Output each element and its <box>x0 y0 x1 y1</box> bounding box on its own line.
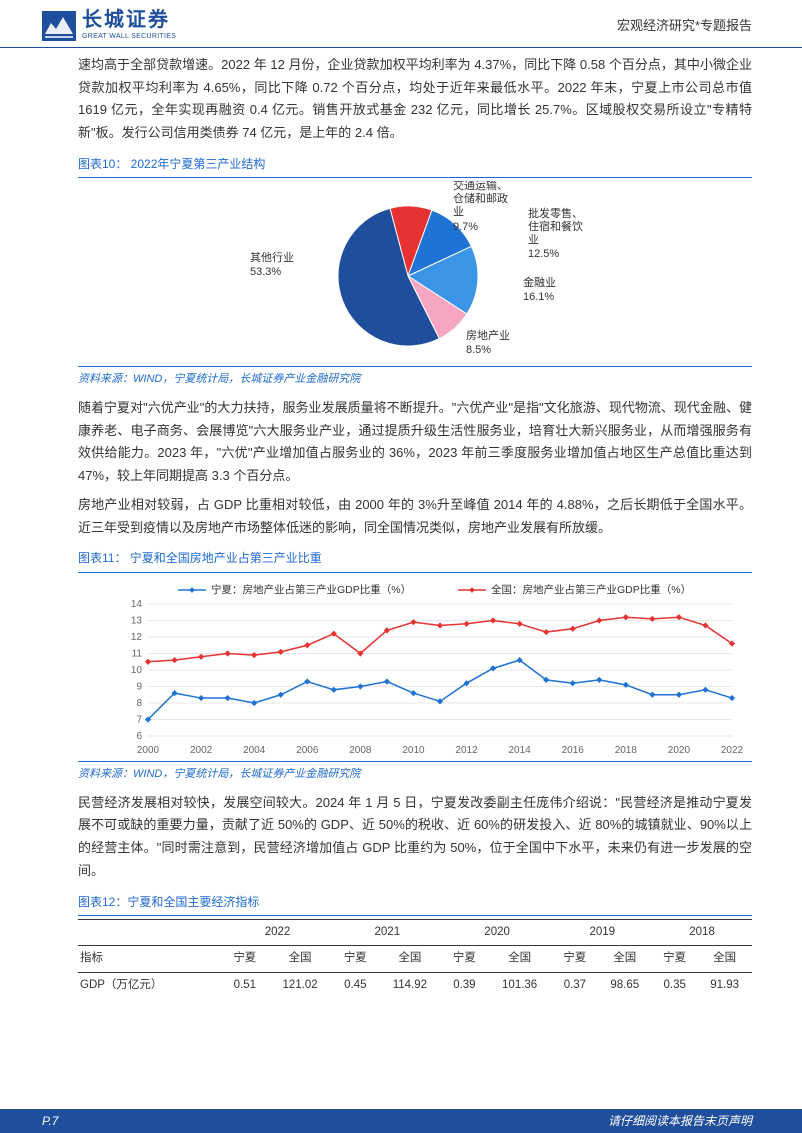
header-category: 宏观经济研究*专题报告 <box>617 15 752 37</box>
svg-text:2000: 2000 <box>137 745 160 756</box>
svg-text:仓储和邮政: 仓储和邮政 <box>453 191 508 205</box>
page-footer: P.7 请仔细阅读本报告末页声明 <box>0 1109 802 1133</box>
paragraph-2: 随着宁夏对"六优产业"的大力扶持，服务业发展质量将不断提升。"六优产业"是指"文… <box>78 397 752 488</box>
chart10-source: 资料来源：WIND，宁夏统计局，长城证券产业金融研究院 <box>78 366 752 389</box>
chart10-title: 图表10： 2022年宁夏第三产业结构 <box>78 150 752 178</box>
logo-text-cn: 长城证券 <box>82 10 176 31</box>
svg-text:6: 6 <box>136 731 142 742</box>
svg-text:2008: 2008 <box>349 745 372 756</box>
svg-text:全国：房地产业占第三产业GDP比重（%）: 全国：房地产业占第三产业GDP比重（%） <box>491 583 691 596</box>
svg-text:14: 14 <box>131 599 143 610</box>
svg-text:12: 12 <box>131 632 143 643</box>
chart11-source: 资料来源：WIND，宁夏统计局，长城证券产业金融研究院 <box>78 761 752 784</box>
svg-text:13: 13 <box>131 615 143 626</box>
paragraph-3: 房地产业相对较弱，占 GDP 比重相对较低，由 2000 年的 3%升至峰值 2… <box>78 494 752 540</box>
content-area: 速均高于全部贷款增速。2022 年 12 月份，企业贷款加权平均利率为 4.37… <box>0 48 802 999</box>
logo-block: 长城证券 GREAT WALL SECURITIES <box>42 10 176 43</box>
svg-text:8.5%: 8.5% <box>466 344 491 356</box>
svg-text:宁夏：房地产业占第三产业GDP比重（%）: 宁夏：房地产业占第三产业GDP比重（%） <box>211 583 411 596</box>
paragraph-4: 民营经济发展相对较快，发展空间较大。2024 年 1 月 5 日，宁夏发改委副主… <box>78 792 752 883</box>
svg-text:12.5%: 12.5% <box>528 248 559 260</box>
svg-text:2010: 2010 <box>402 745 425 756</box>
svg-text:其他行业: 其他行业 <box>250 251 294 264</box>
svg-text:10: 10 <box>131 665 143 676</box>
svg-text:8: 8 <box>136 698 142 709</box>
svg-text:业: 业 <box>528 233 539 246</box>
svg-text:2006: 2006 <box>296 745 319 756</box>
svg-text:7: 7 <box>136 714 142 725</box>
footer-note: 请仔细阅读本报告末页声明 <box>608 1111 752 1131</box>
svg-text:2012: 2012 <box>455 745 478 756</box>
svg-text:2004: 2004 <box>243 745 266 756</box>
chart11-line: 6 7 8 9 10 11 12 13 14 2000 2002 2004 2006 2008 2010 20… <box>78 576 752 761</box>
svg-text:交通运输、: 交通运输、 <box>453 181 508 192</box>
svg-text:金融业: 金融业 <box>523 275 556 289</box>
svg-text:2002: 2002 <box>190 745 213 756</box>
svg-text:房地产业: 房地产业 <box>466 328 510 342</box>
svg-text:2020: 2020 <box>668 745 691 756</box>
svg-text:业: 业 <box>453 205 464 218</box>
footer-page: P.7 <box>42 1111 58 1131</box>
page-header: 长城证券 GREAT WALL SECURITIES 宏观经济研究*专题报告 <box>0 0 802 48</box>
svg-text:2016: 2016 <box>562 745 585 756</box>
svg-text:2014: 2014 <box>509 745 532 756</box>
svg-text:53.3%: 53.3% <box>250 266 281 278</box>
chart11-title: 图表11： 宁夏和全国房地产业占第三产业比重 <box>78 544 752 572</box>
logo-text-en: GREAT WALL SECURITIES <box>82 31 176 43</box>
svg-text:16.1%: 16.1% <box>523 291 554 303</box>
chart10-pie: 交通运输、仓储和邮政业9.7%批发零售、住宿和餐饮业12.5%金融业16.1%房… <box>78 181 752 366</box>
svg-text:11: 11 <box>132 648 143 659</box>
svg-text:住宿和餐饮: 住宿和餐饮 <box>528 219 583 233</box>
chart12-table: 20222021202020192018指标宁夏全国宁夏全国宁夏全国宁夏全国宁夏… <box>78 919 752 999</box>
svg-text:2022: 2022 <box>721 745 744 756</box>
svg-text:2018: 2018 <box>615 745 638 756</box>
logo-icon <box>42 11 76 41</box>
svg-text:批发零售、: 批发零售、 <box>528 206 583 220</box>
svg-text:9: 9 <box>136 681 142 692</box>
chart12-title: 图表12：宁夏和全国主要经济指标 <box>78 888 752 916</box>
paragraph-1: 速均高于全部贷款增速。2022 年 12 月份，企业贷款加权平均利率为 4.37… <box>78 54 752 145</box>
svg-text:9.7%: 9.7% <box>453 221 478 233</box>
